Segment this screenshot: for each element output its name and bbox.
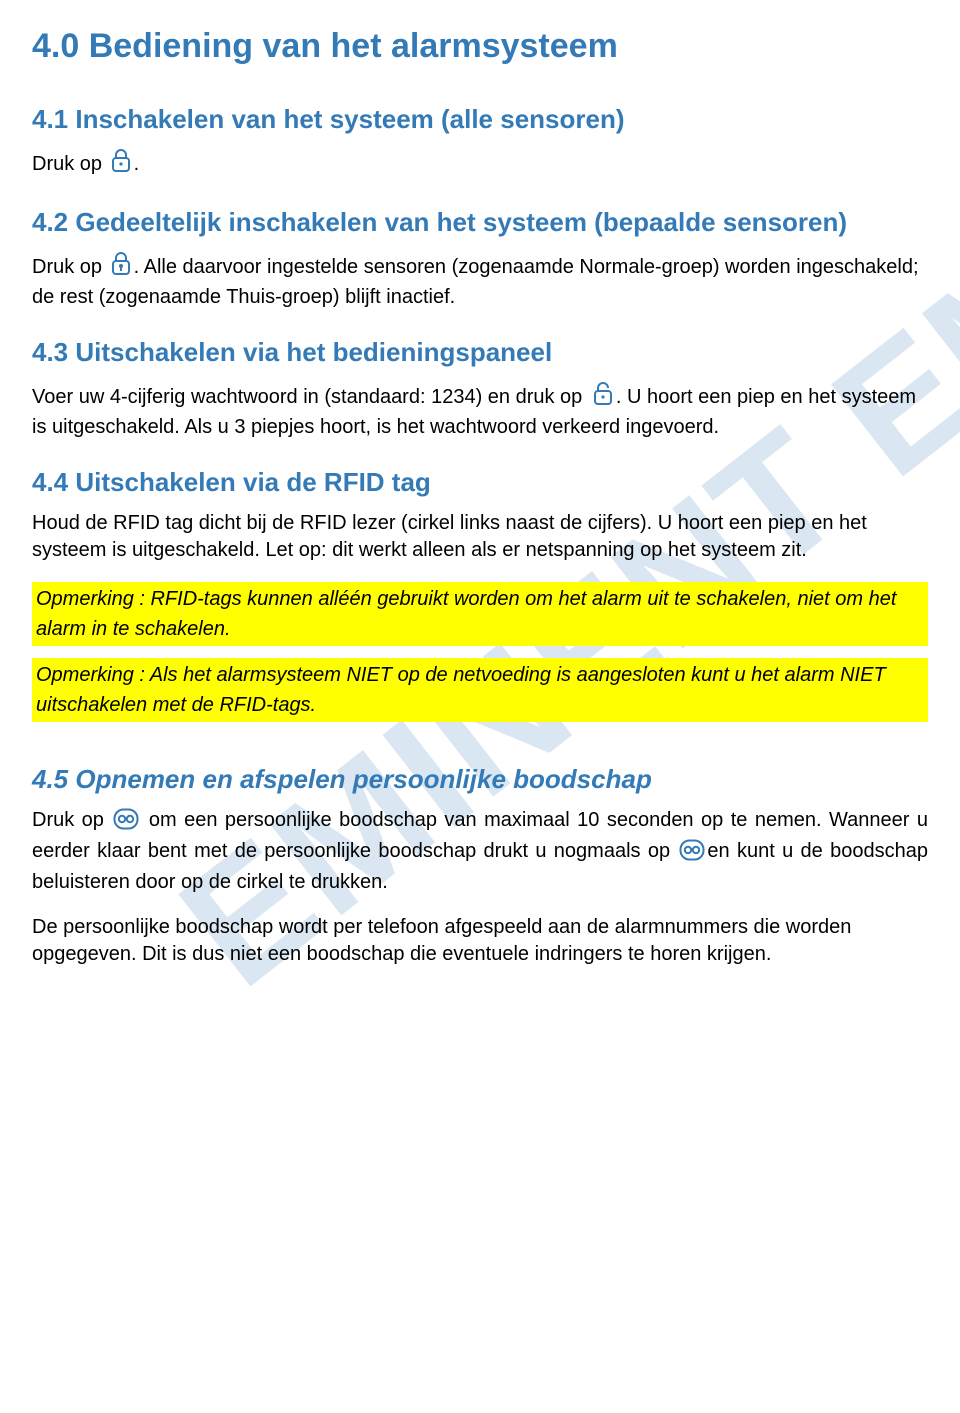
text-before-icon: Druk op (32, 153, 108, 175)
heading-4-3: 4.3 Uitschakelen via het bedieningspanee… (32, 335, 928, 370)
paragraph-4-2: Druk op . Alle daarvoor ingestelde senso… (32, 250, 928, 311)
lock-keyhole-icon (110, 250, 132, 284)
paragraph-4-5-1: Druk op om een persoonlijke boodschap va… (32, 807, 928, 896)
text-after-icon: . (134, 153, 140, 175)
text-after-icon: . Alle daarvoor ingestelde sensoren (zog… (32, 256, 919, 308)
text-before-icon: Voer uw 4-cijferig wachtwoord in (standa… (32, 386, 588, 408)
heading-4-0: 4.0 Bediening van het alarmsysteem (32, 24, 928, 70)
paragraph-4-5-2: De persoonlijke boodschap wordt per tele… (32, 914, 928, 968)
text-before-icon: Druk op (32, 256, 108, 278)
lock-open-icon (590, 380, 614, 414)
lock-closed-icon (110, 147, 132, 181)
document-content: 4.0 Bediening van het alarmsysteem 4.1 I… (32, 24, 928, 968)
text-before-icon: Druk op (32, 809, 111, 831)
record-icon (113, 808, 139, 838)
note-rfid-needs-power: Opmerking : Als het alarmsysteem NIET op… (32, 658, 928, 722)
paragraph-4-4-1: Houd de RFID tag dicht bij de RFID lezer… (32, 510, 928, 564)
heading-4-2: 4.2 Gedeeltelijk inschakelen van het sys… (32, 205, 928, 240)
paragraph-4-3: Voer uw 4-cijferig wachtwoord in (standa… (32, 380, 928, 441)
record-icon (679, 839, 705, 869)
note-rfid-only-disable: Opmerking : RFID-tags kunnen alléén gebr… (32, 582, 928, 646)
heading-4-1: 4.1 Inschakelen van het systeem (alle se… (32, 102, 928, 137)
heading-4-5: 4.5 Opnemen en afspelen persoonlijke boo… (32, 762, 928, 797)
paragraph-4-1: Druk op . (32, 147, 928, 181)
heading-4-4: 4.4 Uitschakelen via de RFID tag (32, 465, 928, 500)
